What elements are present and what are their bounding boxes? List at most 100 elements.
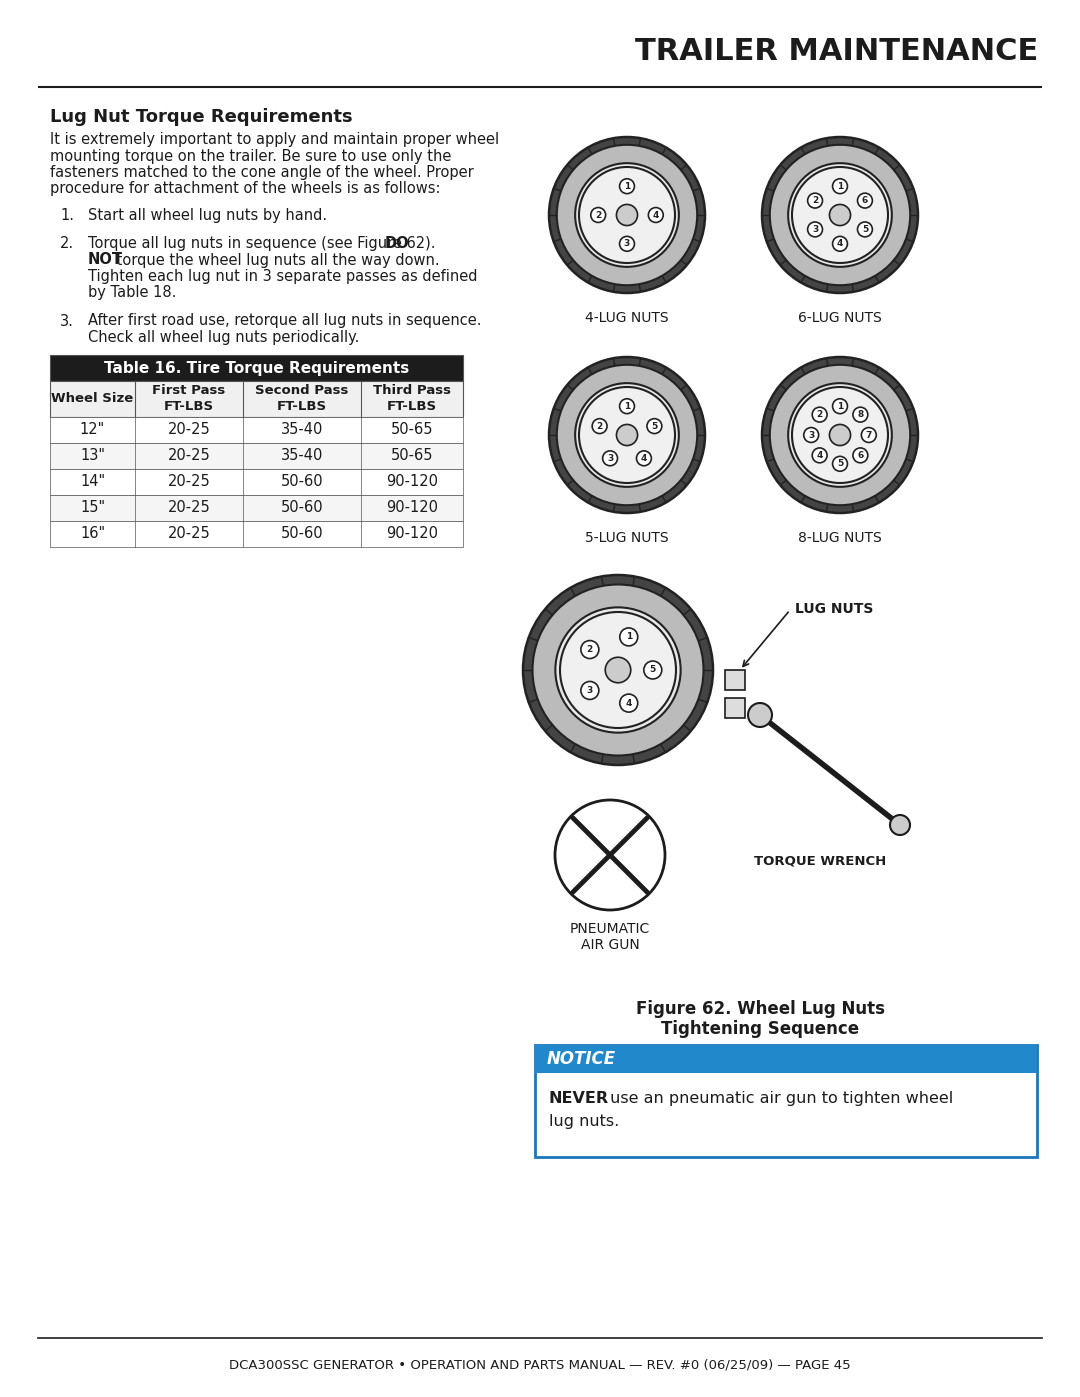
Bar (50, 469, 463, 495)
Circle shape (532, 584, 703, 756)
Text: 3: 3 (624, 239, 630, 249)
Text: 20-25: 20-25 (167, 475, 211, 489)
Circle shape (617, 204, 637, 225)
Text: 1: 1 (624, 182, 630, 191)
Text: by Table 18.: by Table 18. (87, 285, 176, 300)
Text: 14": 14" (80, 475, 105, 489)
Text: 6: 6 (862, 196, 868, 205)
Circle shape (579, 168, 675, 263)
Text: 4-LUG NUTS: 4-LUG NUTS (585, 312, 669, 326)
Text: 90-120: 90-120 (386, 527, 438, 542)
Text: 1: 1 (624, 402, 630, 411)
Text: 2: 2 (816, 411, 823, 419)
Circle shape (858, 193, 873, 208)
Text: 4: 4 (816, 451, 823, 460)
Text: 35-40: 35-40 (281, 422, 323, 437)
Text: 2: 2 (586, 645, 593, 654)
Text: 5: 5 (862, 225, 868, 233)
Text: 16": 16" (80, 527, 105, 542)
Text: 2: 2 (596, 422, 603, 430)
Text: 3: 3 (607, 454, 613, 462)
Circle shape (762, 358, 918, 513)
Text: 50-65: 50-65 (391, 422, 433, 437)
Text: 2.: 2. (60, 236, 75, 251)
Text: Torque all lug nuts in sequence (see Figure 62).: Torque all lug nuts in sequence (see Fig… (87, 236, 441, 251)
Text: 4: 4 (837, 239, 843, 249)
Circle shape (770, 365, 910, 506)
Circle shape (620, 179, 634, 194)
Text: 6: 6 (858, 451, 864, 460)
Text: Table 16. Tire Torque Requirements: Table 16. Tire Torque Requirements (104, 360, 409, 376)
Circle shape (555, 608, 680, 732)
Text: 13": 13" (80, 448, 105, 464)
Text: 4: 4 (640, 454, 647, 462)
Text: Third Pass
FT-LBS: Third Pass FT-LBS (373, 384, 451, 414)
Circle shape (523, 576, 713, 766)
Text: Check all wheel lug nuts periodically.: Check all wheel lug nuts periodically. (87, 330, 360, 345)
Text: 20-25: 20-25 (167, 527, 211, 542)
Text: DO: DO (384, 236, 409, 251)
Text: 2: 2 (595, 211, 602, 219)
Circle shape (829, 425, 851, 446)
Text: LUG NUTS: LUG NUTS (795, 602, 874, 616)
Circle shape (808, 222, 823, 237)
Text: Wheel Size: Wheel Size (52, 393, 134, 405)
Text: First Pass
FT-LBS: First Pass FT-LBS (152, 384, 226, 414)
Circle shape (833, 179, 848, 194)
Bar (725, 698, 745, 718)
Text: 1: 1 (625, 633, 632, 641)
Text: 35-40: 35-40 (281, 448, 323, 464)
Text: Lug Nut Torque Requirements: Lug Nut Torque Requirements (50, 108, 353, 126)
Circle shape (549, 137, 705, 293)
Bar (50, 521, 463, 548)
Text: 15": 15" (80, 500, 105, 515)
Text: fasteners matched to the cone angle of the wheel. Proper: fasteners matched to the cone angle of t… (50, 165, 474, 180)
Text: 7: 7 (865, 430, 872, 440)
Text: 3: 3 (808, 430, 814, 440)
Circle shape (833, 398, 848, 414)
Text: 3: 3 (812, 225, 819, 233)
Text: 5: 5 (650, 665, 656, 675)
Text: 5-LUG NUTS: 5-LUG NUTS (585, 531, 669, 545)
Circle shape (788, 383, 892, 486)
Circle shape (770, 145, 910, 285)
Circle shape (812, 407, 827, 422)
Text: It is extremely important to apply and maintain proper wheel: It is extremely important to apply and m… (50, 131, 499, 147)
Text: 8: 8 (858, 411, 864, 419)
Circle shape (812, 448, 827, 462)
Text: 20-25: 20-25 (167, 422, 211, 437)
Text: PNEUMATIC: PNEUMATIC (570, 922, 650, 936)
Circle shape (557, 365, 698, 506)
Circle shape (644, 661, 662, 679)
Bar (535, 1045, 1037, 1157)
Text: 2: 2 (812, 196, 819, 205)
Circle shape (576, 383, 679, 486)
Circle shape (788, 163, 892, 267)
Text: AIR GUN: AIR GUN (581, 937, 639, 951)
Text: procedure for attachment of the wheels is as follows:: procedure for attachment of the wheels i… (50, 182, 441, 197)
Circle shape (549, 358, 705, 513)
Circle shape (792, 387, 888, 483)
Bar (50, 416, 463, 443)
Text: 90-120: 90-120 (386, 500, 438, 515)
Bar (50, 443, 463, 469)
Text: Second Pass
FT-LBS: Second Pass FT-LBS (255, 384, 349, 414)
Circle shape (581, 641, 598, 658)
Circle shape (581, 682, 598, 700)
Circle shape (576, 163, 679, 267)
Text: 5: 5 (651, 422, 658, 430)
Text: 50-60: 50-60 (281, 475, 323, 489)
Circle shape (829, 204, 851, 225)
Text: mounting torque on the trailer. Be sure to use only the: mounting torque on the trailer. Be sure … (50, 148, 451, 163)
Text: Start all wheel lug nuts by hand.: Start all wheel lug nuts by hand. (87, 208, 327, 224)
Text: torque the wheel lug nuts all the way down.: torque the wheel lug nuts all the way do… (112, 253, 440, 267)
Text: 6-LUG NUTS: 6-LUG NUTS (798, 312, 882, 326)
Text: TRAILER MAINTENANCE: TRAILER MAINTENANCE (635, 38, 1038, 67)
Circle shape (620, 694, 638, 712)
Text: NOT: NOT (87, 253, 123, 267)
Text: 5: 5 (837, 460, 843, 468)
Circle shape (648, 208, 663, 222)
Text: 12": 12" (80, 422, 105, 437)
Text: 1: 1 (837, 182, 843, 191)
Circle shape (853, 448, 868, 462)
